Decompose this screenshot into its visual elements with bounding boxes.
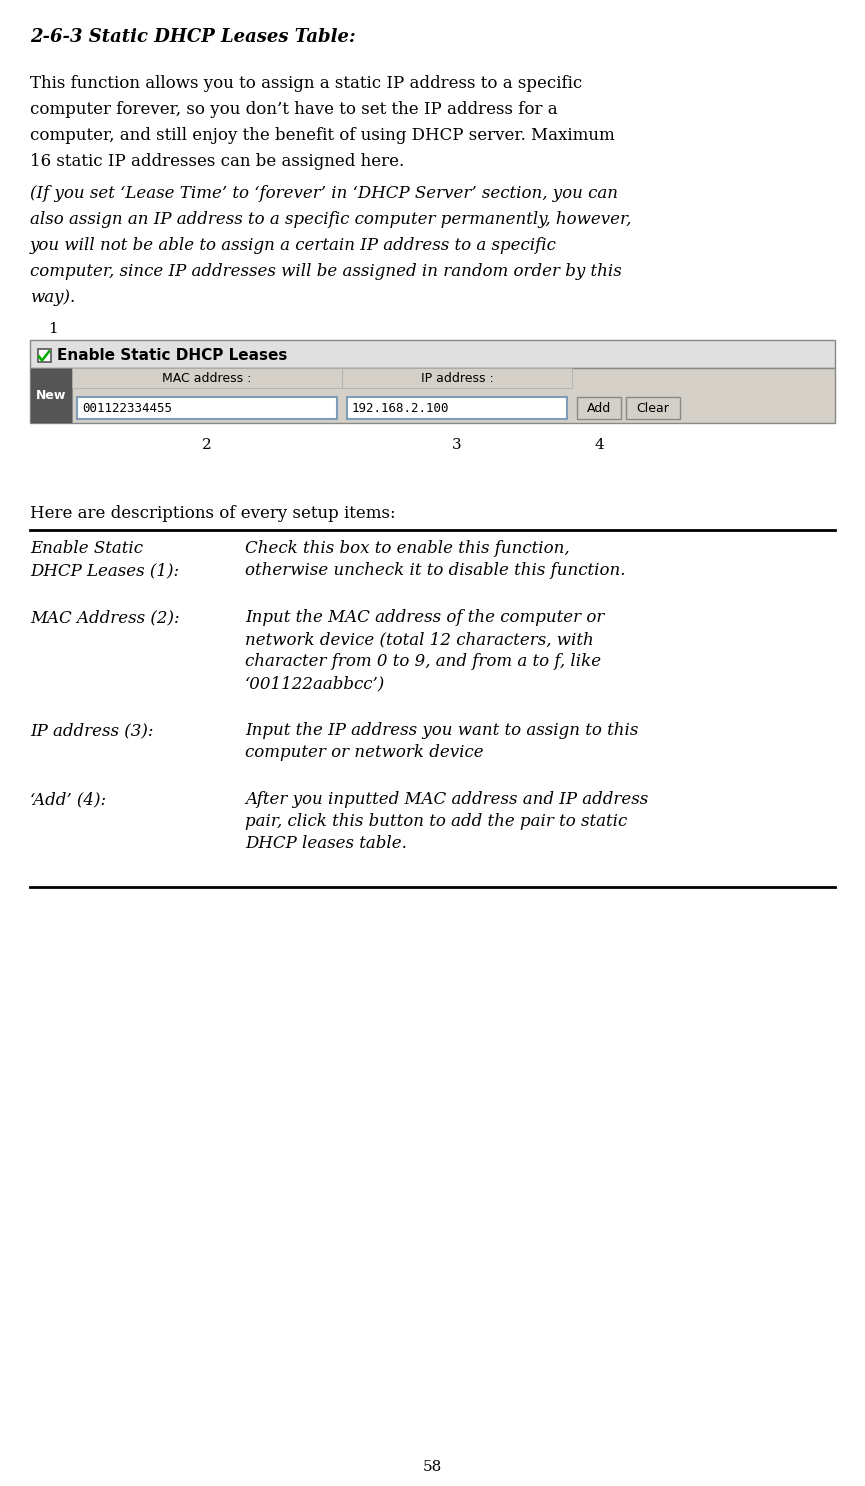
- Text: computer or network device: computer or network device: [245, 744, 484, 761]
- Text: 58: 58: [423, 1461, 442, 1474]
- FancyBboxPatch shape: [77, 397, 337, 419]
- FancyBboxPatch shape: [30, 369, 72, 424]
- Text: 001122334455: 001122334455: [82, 401, 172, 415]
- Text: character from 0 to 9, and from a to f, like: character from 0 to 9, and from a to f, …: [245, 652, 601, 670]
- Text: Check this box to enable this function,: Check this box to enable this function,: [245, 539, 570, 557]
- Text: computer forever, so you don’t have to set the IP address for a: computer forever, so you don’t have to s…: [30, 101, 558, 117]
- Text: ‘001122aabbcc’): ‘001122aabbcc’): [245, 675, 385, 692]
- Text: way).: way).: [30, 288, 75, 306]
- Text: you will not be able to assign a certain IP address to a specific: you will not be able to assign a certain…: [30, 236, 557, 254]
- Text: Clear: Clear: [637, 401, 670, 415]
- FancyBboxPatch shape: [30, 340, 835, 369]
- FancyBboxPatch shape: [30, 369, 835, 424]
- Text: 3: 3: [452, 438, 462, 452]
- Text: 192.168.2.100: 192.168.2.100: [352, 401, 450, 415]
- Text: IP address (3):: IP address (3):: [30, 722, 153, 739]
- Text: computer, and still enjoy the benefit of using DHCP server. Maximum: computer, and still enjoy the benefit of…: [30, 126, 615, 144]
- Text: New: New: [35, 389, 67, 403]
- FancyBboxPatch shape: [38, 349, 51, 361]
- Text: IP address :: IP address :: [420, 372, 493, 385]
- Text: This function allows you to assign a static IP address to a specific: This function allows you to assign a sta…: [30, 74, 582, 92]
- Text: DHCP Leases (1):: DHCP Leases (1):: [30, 562, 179, 580]
- Text: Enable Static DHCP Leases: Enable Static DHCP Leases: [57, 348, 287, 363]
- Text: Input the IP address you want to assign to this: Input the IP address you want to assign …: [245, 722, 638, 739]
- FancyBboxPatch shape: [577, 397, 621, 419]
- Text: After you inputted MAC address and IP address: After you inputted MAC address and IP ad…: [245, 791, 648, 808]
- FancyBboxPatch shape: [72, 369, 342, 388]
- Text: 4: 4: [594, 438, 604, 452]
- Text: computer, since IP addresses will be assigned in random order by this: computer, since IP addresses will be ass…: [30, 263, 622, 279]
- FancyBboxPatch shape: [626, 397, 680, 419]
- Text: ‘Add’ (4):: ‘Add’ (4):: [30, 791, 106, 808]
- Text: Here are descriptions of every setup items:: Here are descriptions of every setup ite…: [30, 505, 395, 522]
- FancyBboxPatch shape: [342, 369, 572, 388]
- Text: Add: Add: [586, 401, 612, 415]
- Text: 16 static IP addresses can be assigned here.: 16 static IP addresses can be assigned h…: [30, 153, 404, 169]
- Text: MAC Address (2):: MAC Address (2):: [30, 609, 180, 626]
- Text: 1: 1: [48, 322, 58, 336]
- Text: 2: 2: [202, 438, 212, 452]
- Text: also assign an IP address to a specific computer permanently, however,: also assign an IP address to a specific …: [30, 211, 631, 227]
- Text: MAC address :: MAC address :: [163, 372, 252, 385]
- Text: Input the MAC address of the computer or: Input the MAC address of the computer or: [245, 609, 605, 626]
- Text: pair, click this button to add the pair to static: pair, click this button to add the pair …: [245, 813, 627, 831]
- Text: (If you set ‘Lease Time’ to ‘forever’ in ‘DHCP Server’ section, you can: (If you set ‘Lease Time’ to ‘forever’ in…: [30, 184, 618, 202]
- Text: otherwise uncheck it to disable this function.: otherwise uncheck it to disable this fun…: [245, 562, 625, 580]
- FancyBboxPatch shape: [347, 397, 567, 419]
- Text: 2-6-3 Static DHCP Leases Table:: 2-6-3 Static DHCP Leases Table:: [30, 28, 356, 46]
- Text: network device (total 12 characters, with: network device (total 12 characters, wit…: [245, 632, 593, 648]
- Text: Enable Static: Enable Static: [30, 539, 143, 557]
- Text: DHCP leases table.: DHCP leases table.: [245, 835, 407, 851]
